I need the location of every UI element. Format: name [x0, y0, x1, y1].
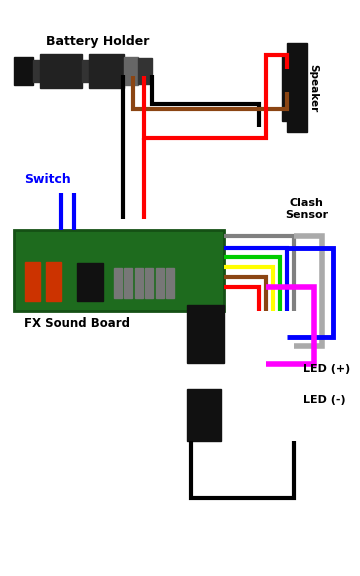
- Text: Switch: Switch: [24, 173, 71, 186]
- Bar: [125, 57, 138, 85]
- Bar: [188, 389, 221, 441]
- Text: LED (-): LED (-): [303, 395, 346, 406]
- Text: LED (+): LED (+): [303, 363, 350, 374]
- Bar: [77, 263, 103, 301]
- Bar: [89, 54, 125, 88]
- Bar: [82, 60, 89, 82]
- Bar: [145, 268, 153, 298]
- Bar: [282, 55, 288, 121]
- Bar: [135, 268, 143, 298]
- Bar: [33, 60, 40, 82]
- Bar: [14, 230, 224, 311]
- Text: Speaker: Speaker: [308, 64, 318, 112]
- Bar: [46, 262, 61, 301]
- Bar: [125, 268, 132, 298]
- Bar: [188, 305, 224, 363]
- Bar: [40, 54, 82, 88]
- Bar: [24, 262, 40, 301]
- Bar: [166, 268, 174, 298]
- Bar: [287, 43, 307, 132]
- Bar: [14, 57, 33, 85]
- Bar: [138, 58, 152, 84]
- Text: FX Sound Board: FX Sound Board: [24, 317, 130, 330]
- Bar: [114, 268, 122, 298]
- Text: Clash
Sensor: Clash Sensor: [285, 198, 328, 220]
- Text: Battery Holder: Battery Holder: [46, 35, 150, 48]
- Bar: [156, 268, 164, 298]
